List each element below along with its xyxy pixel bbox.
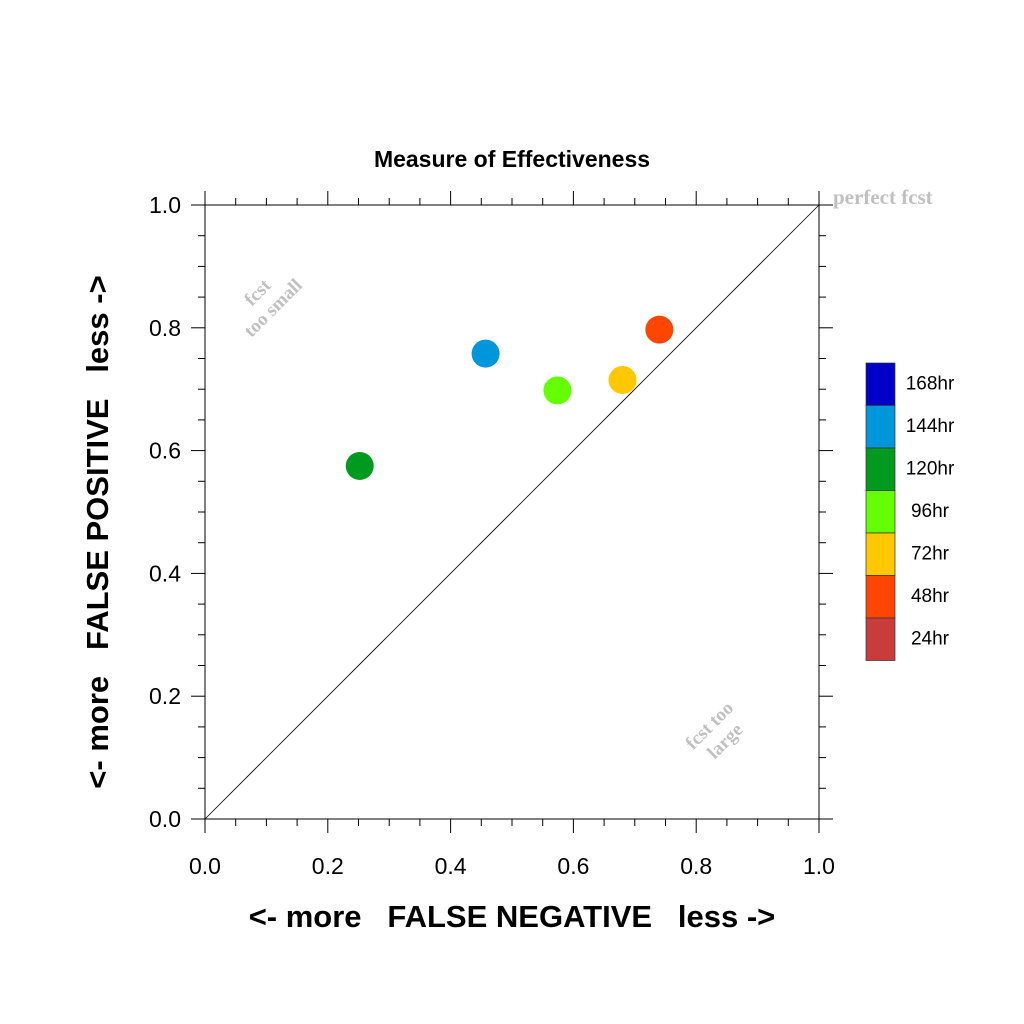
point-72hr (608, 365, 637, 394)
perfect-forecast-diagonal (204, 204, 820, 820)
point-48hr (645, 315, 674, 344)
x-tick-label: 0.6 (557, 853, 589, 879)
y-tick-label: 0.2 (149, 683, 181, 709)
x-tick-label: 0.4 (435, 853, 467, 879)
legend-label-24hr: 24hr (911, 628, 950, 649)
x-tick-label: 0.8 (680, 853, 712, 879)
legend: 168hr 144hr 120hr 96hr 72hr 48hr 24hr (865, 362, 955, 661)
y-tick-label: 1.0 (149, 192, 181, 218)
x-tick-label: 0.2 (312, 853, 344, 879)
legend-swatch-72hr (865, 532, 896, 576)
legend-swatch-24hr (865, 617, 896, 661)
y-tick-labels: 0.0 0.2 0.4 0.6 0.8 1.0 (149, 192, 181, 832)
legend-swatch-144hr (865, 405, 896, 449)
x-tick-labels: 0.0 0.2 0.4 0.6 0.8 1.0 (189, 853, 835, 879)
legend-label-48hr: 48hr (911, 586, 950, 607)
point-144hr (471, 339, 500, 368)
too-small-annotation: fcst too small (240, 275, 307, 342)
chart-title: Measure of Effectiveness (374, 146, 650, 172)
legend-swatch-168hr (865, 362, 896, 406)
legend-swatch-48hr (865, 575, 896, 619)
too-large-annotation: fcst too large (682, 698, 748, 764)
point-96hr (543, 376, 572, 405)
y-tick-label: 0.4 (149, 560, 181, 586)
data-points (345, 315, 674, 480)
y-tick-label: 0.0 (149, 806, 181, 832)
y-axis-label: <- more FALSE POSITIVE less -> (80, 275, 115, 788)
y-tick-label: 0.6 (149, 438, 181, 464)
legend-swatch-96hr (865, 490, 896, 534)
legend-label-120hr: 120hr (906, 458, 955, 479)
point-120hr (345, 451, 374, 480)
axis-ticks (191, 191, 833, 833)
y-tick-label: 0.8 (149, 315, 181, 341)
legend-swatch-120hr (865, 447, 896, 491)
legend-label-144hr: 144hr (906, 416, 955, 437)
x-axis-label: <- more FALSE NEGATIVE less -> (249, 899, 776, 934)
legend-label-96hr: 96hr (911, 501, 950, 522)
x-tick-label: 1.0 (803, 853, 835, 879)
legend-label-72hr: 72hr (911, 543, 950, 564)
perfect-forecast-annotation: perfect fcst (833, 185, 933, 209)
legend-label-168hr: 168hr (906, 373, 955, 394)
x-tick-label: 0.0 (189, 853, 221, 879)
